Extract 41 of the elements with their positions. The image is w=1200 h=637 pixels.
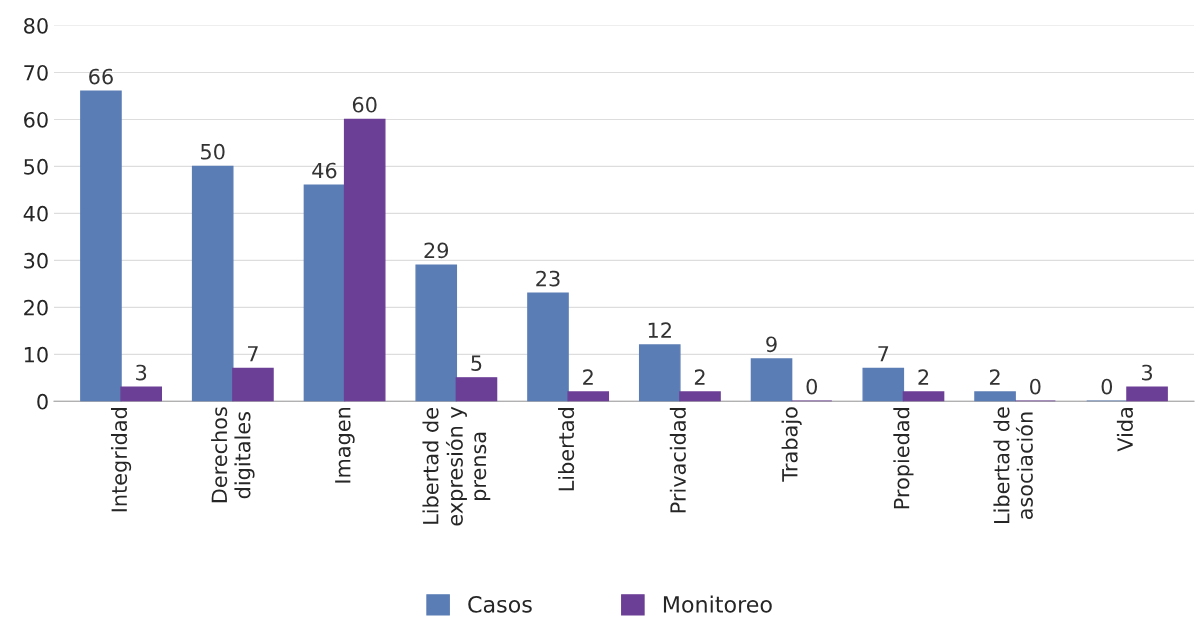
data-label: 3 bbox=[136, 364, 147, 381]
y-tick-label: 80 bbox=[24, 17, 48, 34]
data-label: 12 bbox=[648, 322, 671, 338]
y-tick-label: 30 bbox=[24, 252, 48, 269]
data-label: 0 bbox=[1030, 378, 1041, 395]
y-tick-label: 60 bbox=[24, 111, 48, 128]
data-label: 2 bbox=[694, 369, 705, 385]
x-tick-label: Trabajo bbox=[781, 407, 802, 482]
data-label: 2 bbox=[583, 369, 593, 385]
x-tick-label: Imagen bbox=[335, 407, 355, 483]
x-tick-label: Vida bbox=[1116, 408, 1133, 452]
y-tick-label: 10 bbox=[24, 346, 48, 363]
legend-label: Monitoreo bbox=[663, 595, 772, 613]
y-tick-label: 40 bbox=[23, 205, 48, 222]
x-tick-label: Privacidad bbox=[669, 408, 686, 513]
x-tick-label: Libertad bbox=[558, 408, 575, 491]
data-label: 0 bbox=[806, 378, 818, 395]
y-tick-label: 50 bbox=[24, 158, 48, 175]
data-label: 60 bbox=[352, 96, 377, 113]
data-label: 2 bbox=[918, 369, 929, 385]
y-tick-label: 0 bbox=[37, 393, 48, 410]
data-label: 3 bbox=[1142, 364, 1153, 381]
x-tick-label: Derechos digitales bbox=[211, 407, 255, 503]
data-label: 0 bbox=[1101, 378, 1113, 395]
y-tick-label: 20 bbox=[24, 299, 48, 316]
data-label: 23 bbox=[536, 270, 560, 287]
data-label: 50 bbox=[201, 143, 225, 160]
data-label: 7 bbox=[248, 346, 258, 362]
data-label: 66 bbox=[89, 68, 113, 85]
data-label: 7 bbox=[878, 346, 889, 362]
x-tick-label: Libertad de asociación bbox=[993, 407, 1033, 523]
data-label: 9 bbox=[766, 336, 777, 353]
x-tick-label: Propiedad bbox=[893, 408, 914, 509]
legend-label: Casos bbox=[468, 595, 532, 613]
data-label: 2 bbox=[989, 369, 1000, 385]
data-label: 46 bbox=[312, 162, 337, 179]
y-tick-label: 70 bbox=[24, 64, 48, 81]
x-tick-label: Libertad de expresión y prensa bbox=[422, 406, 491, 526]
data-label: 5 bbox=[471, 355, 482, 372]
x-tick-label: Integridad bbox=[110, 408, 132, 512]
data-label: 29 bbox=[424, 242, 449, 259]
